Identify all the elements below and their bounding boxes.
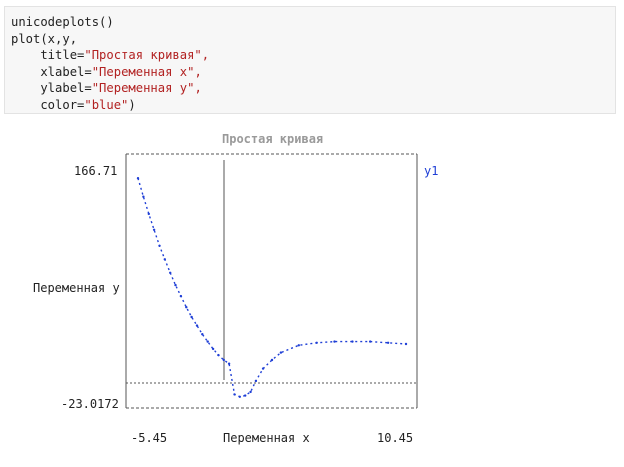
series-y1-point <box>211 347 215 351</box>
code-line-xlabel-value: "Переменная x", <box>91 64 202 79</box>
series-y1-point <box>185 306 188 309</box>
series-y1-point <box>333 340 336 343</box>
series-y1-point <box>136 177 140 180</box>
series-y1-point <box>297 344 300 347</box>
series-y1-point <box>195 324 199 327</box>
series-y1-point <box>279 351 283 354</box>
code-line-title-key: title= <box>11 48 85 63</box>
series-y1-point <box>386 341 390 344</box>
code-line-xlabel-key: xlabel= <box>11 64 92 79</box>
series-y1-point <box>142 195 145 198</box>
code-line-1: unicodeplots() <box>11 15 114 29</box>
series-y1-point <box>163 258 166 261</box>
series-y1-point <box>315 341 318 344</box>
code-line-2: plot(x,y, <box>11 31 78 46</box>
code-line-color-close: ) <box>128 97 136 112</box>
x-tick-min: -5.45 <box>131 431 168 445</box>
series-y1-point <box>201 333 204 336</box>
series-y1-point <box>244 394 247 397</box>
code-line-title-value: "Простая кривая", <box>84 48 210 63</box>
series-y1-point <box>233 393 236 396</box>
y-axis-label: Переменная y <box>33 281 120 295</box>
series-y1-point <box>369 340 372 343</box>
series-y1-point <box>222 358 225 362</box>
code-cell[interactable]: unicodeplots() plot(x,y, title="Простая … <box>4 6 616 114</box>
series-y1-point <box>147 212 150 216</box>
series-y1-point <box>190 315 193 319</box>
series-y1-point <box>217 353 220 357</box>
x-axis-label: Переменная x <box>223 431 310 445</box>
code-line-color-key: color= <box>11 97 85 112</box>
series-y1-point <box>249 390 252 394</box>
y-tick-min: -23.0172 <box>61 397 119 411</box>
series-y1-point <box>254 379 258 383</box>
code-line-color-value: "blue" <box>84 97 129 112</box>
code-line-ylabel-key: ylabel= <box>11 81 92 96</box>
series-y1-point <box>351 340 354 343</box>
series-y1-point <box>206 340 209 343</box>
series-y1-point <box>158 244 161 247</box>
legend-series-y1: y1 <box>424 164 439 178</box>
series-y1-line <box>137 178 407 398</box>
series-y1-point <box>238 395 241 398</box>
series-y1-point <box>270 358 274 362</box>
x-tick-max: 10.45 <box>377 431 414 445</box>
plot-frame-sides <box>125 154 418 408</box>
series-y1-point <box>174 283 177 287</box>
series-y1-point <box>404 342 408 346</box>
series-y1-point <box>152 228 156 231</box>
series-y1-point <box>261 367 265 370</box>
chart-title: Простая кривая <box>222 132 324 146</box>
series-y1-point <box>227 362 231 365</box>
series-y1-point <box>179 294 183 298</box>
y-tick-max: 166.71 <box>74 164 118 178</box>
series-y1-point <box>169 271 172 274</box>
plot-frame <box>126 153 417 409</box>
code-line-ylabel-value: "Переменная y", <box>91 81 202 96</box>
